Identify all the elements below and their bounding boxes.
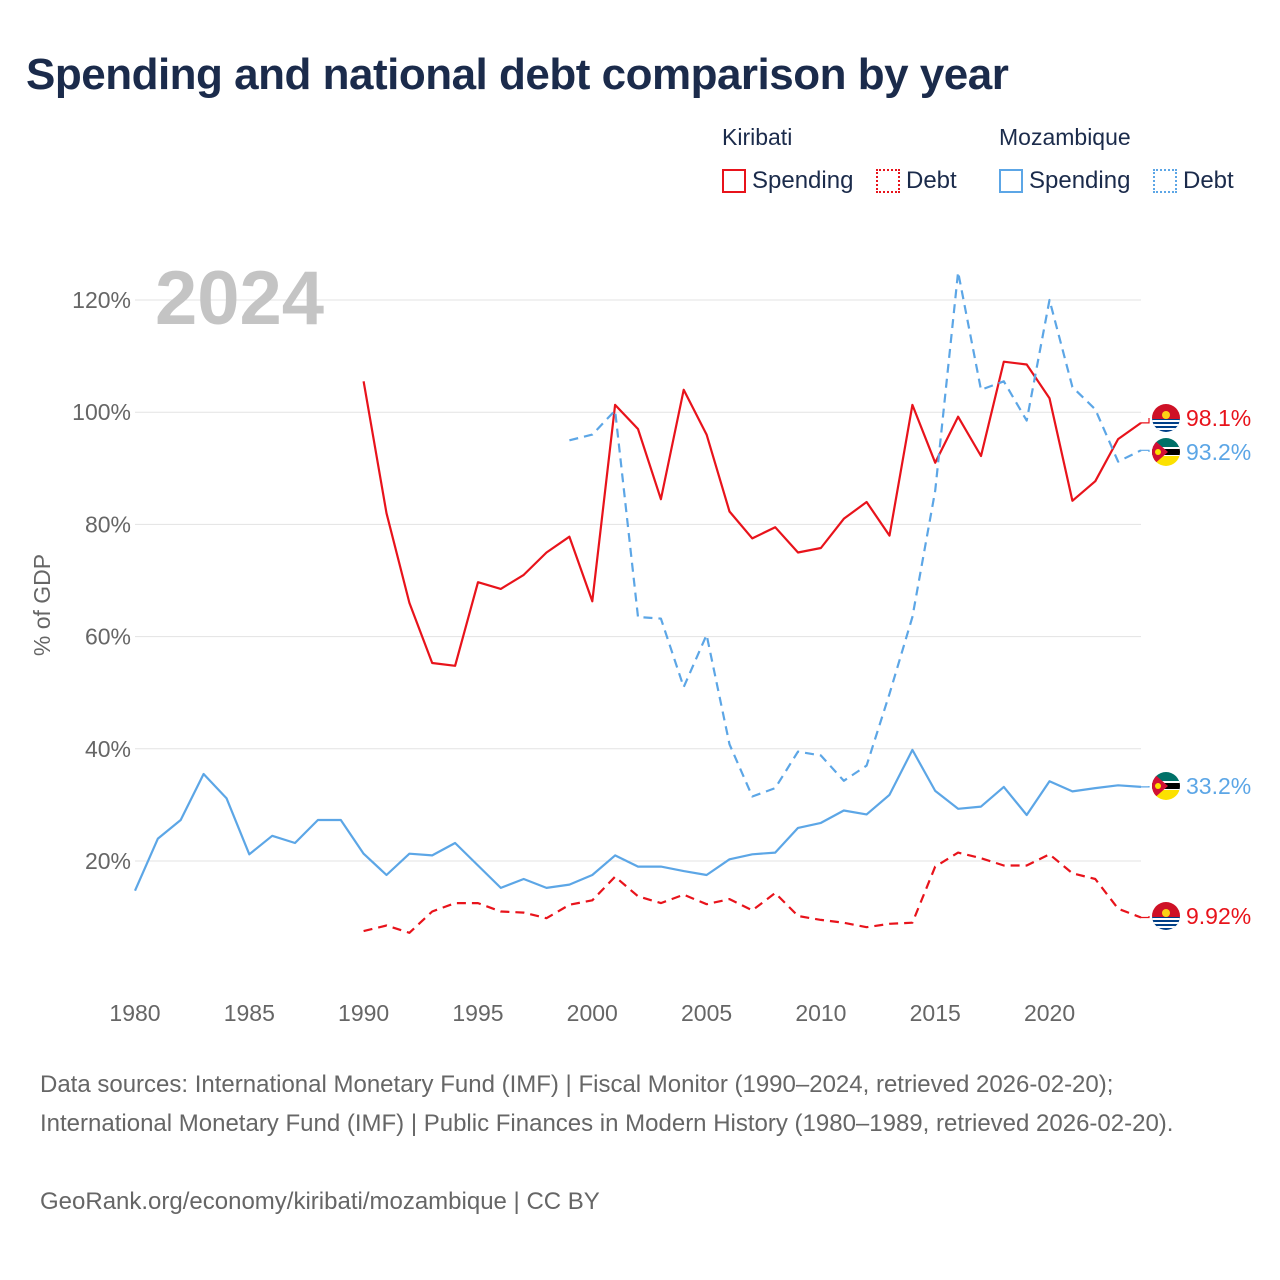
x-tick-label: 1985 [224, 1000, 275, 1026]
end-value-label: 33.2% [1186, 773, 1251, 799]
y-tick-label: 40% [85, 736, 131, 762]
end-label-connector [1141, 786, 1150, 788]
y-tick-label: 100% [72, 399, 131, 425]
y-tick-label: 120% [72, 287, 131, 313]
x-tick-label: 1995 [452, 1000, 503, 1026]
legend-swatch-dotted-icon [1153, 169, 1177, 193]
legend-label: Spending [1029, 167, 1131, 194]
data-sources: Data sources: International Monetary Fun… [40, 1071, 1174, 1137]
legend-item-mozambique-debt[interactable]: Debt [1153, 166, 1234, 196]
legend-label: Spending [752, 167, 854, 194]
series-line-mozambique-debt [569, 270, 1142, 798]
legend-item-kiribati-debt[interactable]: Debt [876, 166, 957, 196]
y-tick-label: 60% [85, 624, 131, 650]
kiribati-flag-icon [1152, 902, 1180, 930]
year-watermark: 2024 [155, 256, 324, 341]
legend-group-kiribati: Kiribati [722, 124, 793, 150]
mozambique-flag-icon [1152, 772, 1180, 800]
x-tick-label: 1980 [109, 1000, 160, 1026]
legend-group-mozambique: Mozambique [999, 124, 1131, 150]
x-tick-label: 2020 [1024, 1000, 1075, 1026]
legend-item-kiribati-spending[interactable]: Spending [722, 166, 853, 196]
end-value-label: 9.92% [1186, 903, 1251, 929]
end-label-connector [1141, 449, 1150, 452]
y-axis-title: % of GDP [29, 554, 55, 656]
series-line-kiribati-spending [362, 360, 1142, 667]
end-label-connector [1141, 418, 1150, 424]
series-line-kiribati-debt [363, 851, 1142, 934]
series-line-mozambique-spending [133, 748, 1142, 892]
credit-line: GeoRank.org/economy/kiribati/mozambique … [40, 1188, 600, 1215]
kiribati-flag-icon [1152, 404, 1180, 432]
end-value-label: 98.1% [1186, 405, 1251, 431]
x-tick-label: 2010 [795, 1000, 846, 1026]
x-tick-label: 2005 [681, 1000, 732, 1026]
line-chart: 20% 40% 60% 80% 100% 120% 1980 1985 1990 1995 2000… [29, 256, 1251, 1026]
legend-swatch-solid-icon [722, 169, 746, 193]
x-tick-label: 2015 [910, 1000, 961, 1026]
end-value-label: 93.2% [1186, 439, 1251, 465]
y-tick-label: 20% [85, 848, 131, 874]
legend-swatch-dotted-icon [876, 169, 900, 193]
legend-label: Debt [906, 167, 957, 194]
legend-label: Debt [1183, 167, 1234, 194]
legend-swatch-solid-icon [999, 169, 1023, 193]
chart-title: Spending and national debt comparison by… [26, 50, 1009, 99]
x-tick-label: 2000 [567, 1000, 618, 1026]
end-label-connector [1141, 916, 1150, 919]
legend-item-mozambique-spending[interactable]: Spending [999, 166, 1130, 196]
mozambique-flag-icon [1152, 438, 1180, 466]
y-tick-label: 80% [85, 511, 131, 537]
x-tick-label: 1990 [338, 1000, 389, 1026]
